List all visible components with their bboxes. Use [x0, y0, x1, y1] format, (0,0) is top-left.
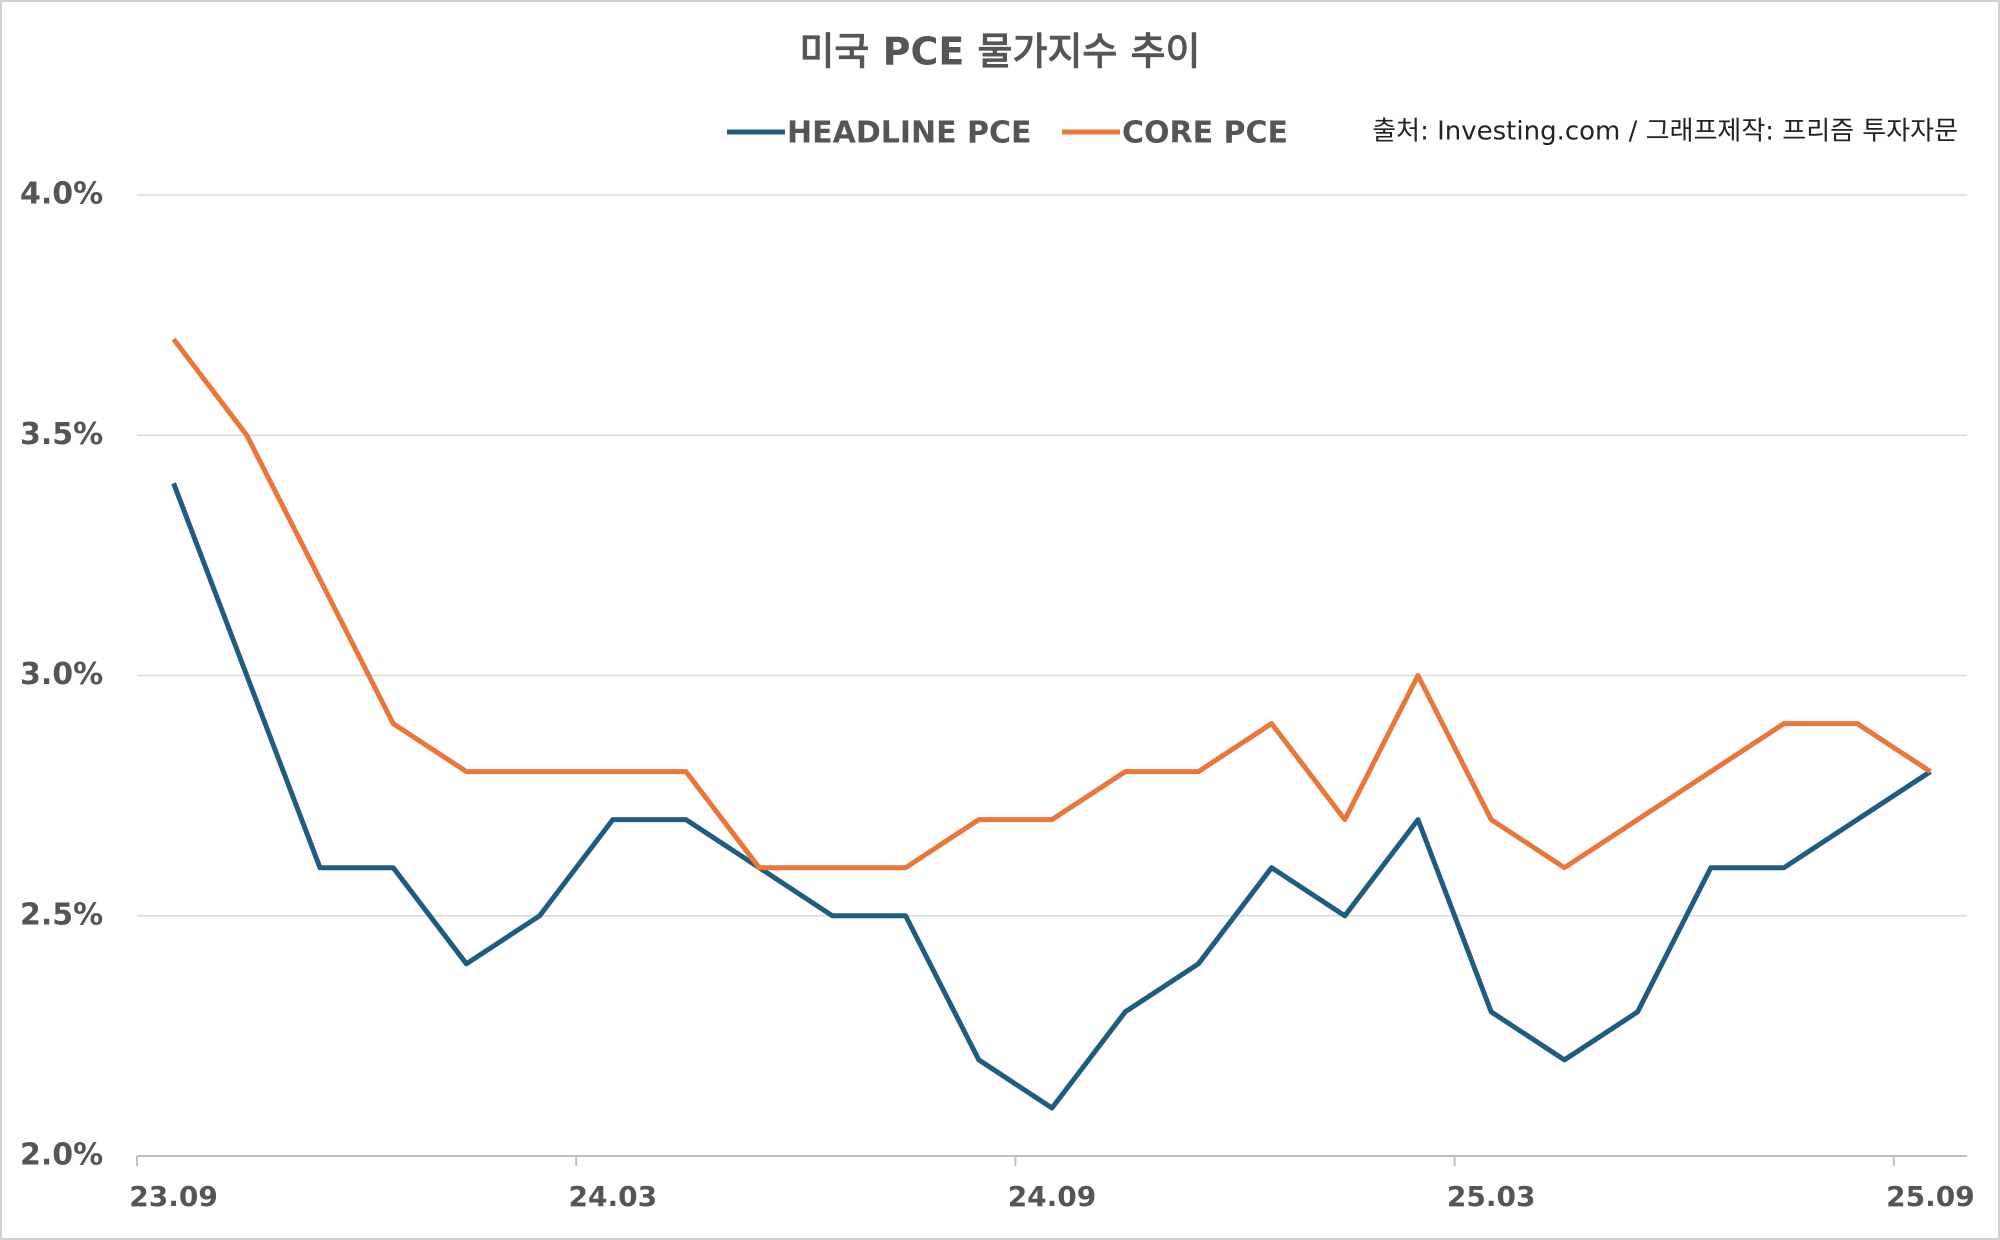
y-tick-label: 3.5% — [20, 417, 103, 452]
y-tick-label: 3.0% — [20, 657, 103, 692]
x-tick-label: 24.03 — [569, 1180, 658, 1213]
x-tick-label: 24.09 — [1008, 1180, 1097, 1213]
line-series — [171, 482, 1932, 1111]
legend-label: CORE PCE — [1122, 116, 1288, 151]
y-tick-label: 2.5% — [20, 897, 103, 932]
line-series — [171, 337, 1932, 871]
chart-title: 미국 PCE 물가지수 추이 — [799, 30, 1200, 74]
x-tick-label: 23.09 — [129, 1180, 218, 1213]
x-tick-label: 25.09 — [1886, 1180, 1975, 1213]
source-note: 출처: Investing.com / 그래프제작: 프리즘 투자자문 — [1372, 117, 1958, 147]
y-tick-label: 2.0% — [20, 1138, 103, 1173]
x-tick-label: 25.03 — [1447, 1180, 1536, 1213]
y-tick-label: 4.0% — [20, 177, 103, 212]
legend-label: HEADLINE PCE — [787, 116, 1032, 151]
